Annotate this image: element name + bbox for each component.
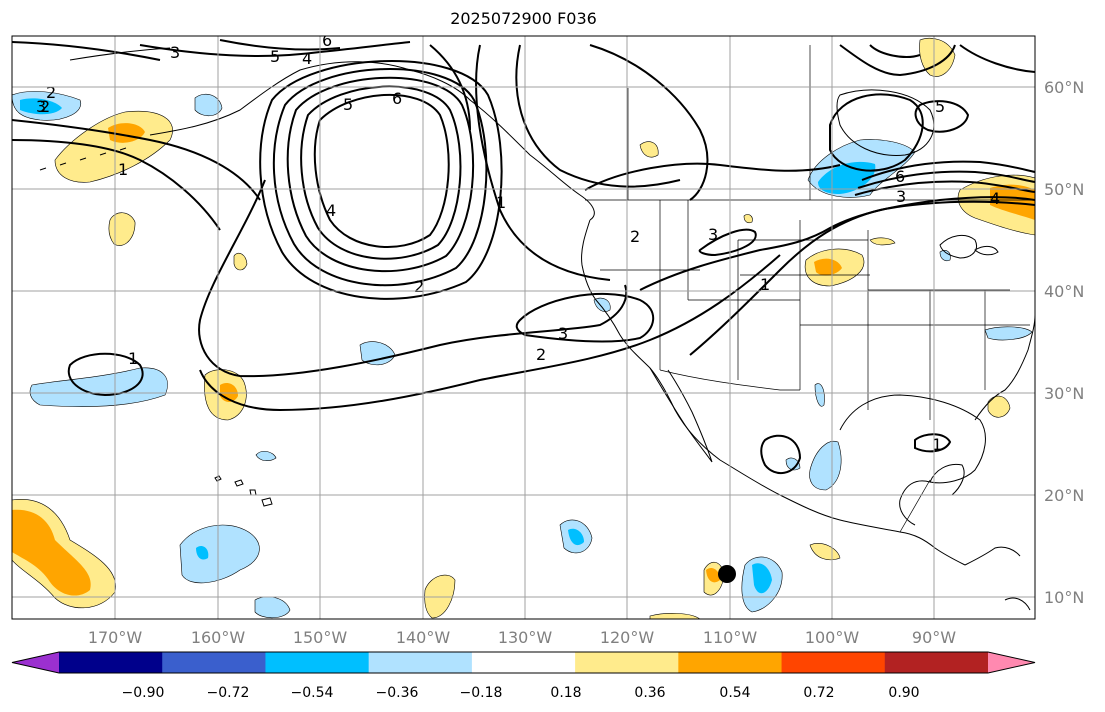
contour-label: 6 <box>392 89 402 108</box>
colorbar-tick-label: 0.18 <box>550 685 581 701</box>
anomaly-patch <box>196 546 209 560</box>
contour-label: 4 <box>326 201 336 220</box>
lon-label: 160°W <box>191 628 246 647</box>
colorbar-segment <box>471 652 576 673</box>
anomaly-patch <box>939 250 951 262</box>
contour-label: 2 <box>414 277 424 296</box>
anomaly-patch <box>568 528 584 546</box>
anomaly-patch <box>194 93 223 117</box>
contour-label: 4 <box>990 189 1000 208</box>
lon-label: 100°W <box>805 628 860 647</box>
longitude-labels: 170°W 160°W 150°W 140°W 130°W 120°W 110°… <box>88 628 956 647</box>
anomaly-patch <box>20 98 62 115</box>
anomaly-patch <box>29 367 168 407</box>
colorbar-segment <box>781 652 886 673</box>
colorbar-segment <box>59 652 163 673</box>
map-background <box>12 36 1035 619</box>
contour-label: 2 <box>46 83 56 102</box>
contour-lines <box>12 39 1035 474</box>
lat-label: 60°N <box>1044 78 1084 97</box>
anomaly-patch <box>233 252 248 271</box>
anomaly-patch <box>639 141 659 158</box>
colorbar-tick-label: −0.18 <box>460 685 503 701</box>
anomaly-patch <box>12 509 91 596</box>
colorbar-segment <box>575 652 679 673</box>
anomaly-patch <box>54 110 173 183</box>
contour-label: 2 <box>40 97 50 116</box>
anomaly-patch <box>814 258 842 276</box>
contour-label: 1 <box>496 193 506 212</box>
contour-label: 1 <box>118 160 128 179</box>
colorbar-segment <box>884 652 989 673</box>
colorbar-segment <box>678 652 783 673</box>
lon-label: 130°W <box>498 628 553 647</box>
lon-label: 170°W <box>88 628 143 647</box>
contour-label: 5 <box>270 47 280 66</box>
contour-label: 5 <box>343 95 353 114</box>
contour-labels: 6 5 4 3 2 6 5 4 1 2 3 2 3 2 1 1 2 3 1 5 … <box>36 31 1000 454</box>
anomaly-patch <box>984 326 1033 341</box>
contour-label: 3 <box>896 187 906 206</box>
colorbar-ticks: −0.90 −0.72 −0.54 −0.36 −0.18 0.18 0.36 … <box>122 685 920 701</box>
lat-label: 20°N <box>1044 486 1084 505</box>
lat-label: 30°N <box>1044 384 1084 403</box>
anomaly-patch <box>814 383 825 407</box>
contour-label: 6 <box>322 31 332 50</box>
anomaly-patch <box>919 37 956 77</box>
anomaly-patch <box>255 450 277 461</box>
storm-center-marker <box>718 565 736 583</box>
lon-label: 110°W <box>703 628 758 647</box>
colorbar-segment <box>265 652 370 673</box>
contour-label: 4 <box>302 49 312 68</box>
colorbar-tick-label: 0.36 <box>634 685 665 701</box>
contour-label: 6 <box>895 167 905 186</box>
contour-label: 2 <box>630 227 640 246</box>
contour-label: 2 <box>536 345 546 364</box>
lat-label: 10°N <box>1044 588 1084 607</box>
map-title: 2025072900 F036 <box>450 9 597 28</box>
graticule <box>12 36 1035 619</box>
contour-label: 1 <box>932 435 942 454</box>
colorbar-segment <box>162 652 266 673</box>
lat-label: 50°N <box>1044 180 1084 199</box>
contour-label: 5 <box>935 97 945 116</box>
colorbar-extend-low <box>12 652 59 673</box>
colorbar-tick-label: 0.90 <box>888 685 919 701</box>
anomaly-patch <box>752 563 772 594</box>
colorbar-tick-label: −0.72 <box>207 685 250 701</box>
colorbar-tick-label: −0.36 <box>376 685 419 701</box>
lon-label: 140°W <box>396 628 451 647</box>
colorbar-tick-label: 0.72 <box>803 685 834 701</box>
colorbar <box>11 651 1036 674</box>
latitude-labels: 60°N 50°N 40°N 30°N 20°N 10°N <box>1044 78 1084 607</box>
anomaly-patch <box>809 440 842 491</box>
colorbar-segment <box>368 652 473 673</box>
lat-label: 40°N <box>1044 282 1084 301</box>
anomaly-patch <box>706 568 720 583</box>
contour-label: 3 <box>708 225 718 244</box>
map-frame <box>11 35 1036 620</box>
colorbar-extend-high <box>988 652 1035 673</box>
colorbar-tick-label: −0.54 <box>291 685 334 701</box>
political-borders <box>585 45 1035 533</box>
contour-label: 3 <box>558 324 568 343</box>
anomaly-patch <box>593 297 611 312</box>
colorbar-tick-label: 0.54 <box>719 685 750 701</box>
contour-label: 1 <box>760 275 770 294</box>
anomaly-patch <box>649 613 701 619</box>
contour-label: 1 <box>128 349 138 368</box>
contour-label: 3 <box>36 97 46 116</box>
anomaly-patch <box>179 524 260 584</box>
contour-label: 3 <box>170 43 180 62</box>
lon-label: 120°W <box>600 628 655 647</box>
lon-label: 150°W <box>293 628 348 647</box>
colorbar-outline <box>11 651 1036 674</box>
lon-label: 90°W <box>912 628 956 647</box>
coastlines <box>39 47 1035 611</box>
anomaly-patch <box>869 237 896 246</box>
colorbar-tick-label: −0.90 <box>122 685 165 701</box>
anomaly-patch <box>743 214 753 224</box>
